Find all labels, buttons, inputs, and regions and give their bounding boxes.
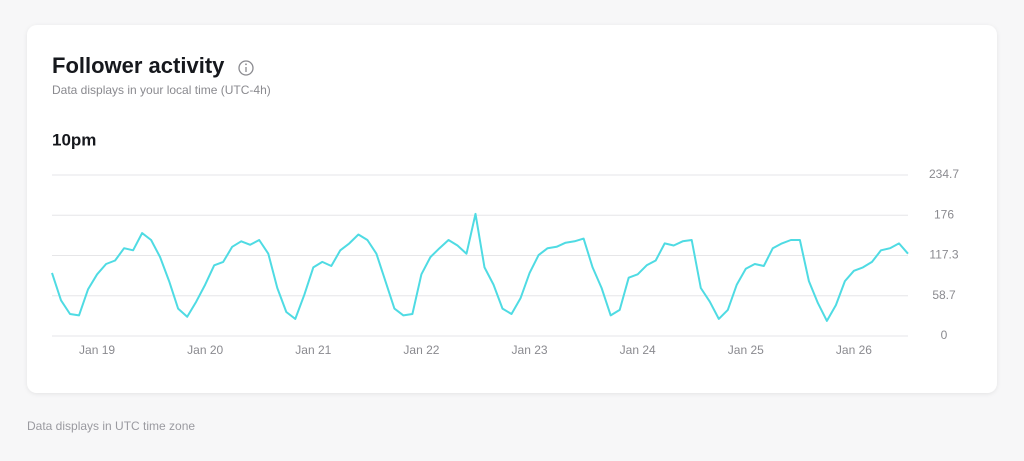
x-tick-label: Jan 21	[295, 343, 331, 357]
x-tick-label: Jan 25	[728, 343, 764, 357]
card	[27, 25, 997, 393]
x-tick-label: Jan 24	[620, 343, 656, 357]
x-tick-label: Jan 23	[512, 343, 548, 357]
y-tick-label: 58.7	[932, 288, 956, 302]
annotation: 10pm	[52, 130, 96, 149]
x-tick-label: Jan 26	[836, 343, 872, 357]
activity-line	[51, 212, 909, 322]
y-tick-label: 176	[934, 207, 954, 221]
y-tick-label: 117.3	[929, 248, 958, 262]
info-icon[interactable]	[238, 60, 254, 76]
y-tick-label: 0	[941, 328, 948, 342]
x-tick-label: Jan 19	[79, 343, 115, 357]
card-title: Follower activity	[52, 53, 225, 78]
x-tick-label: Jan 20	[187, 343, 223, 357]
x-tick-label: Jan 22	[403, 343, 439, 357]
footer-note: Data displays in UTC time zone	[27, 419, 195, 433]
y-tick-label: 234.7	[929, 167, 959, 181]
subtitle: Data displays in your local time (UTC-4h…	[52, 83, 271, 97]
